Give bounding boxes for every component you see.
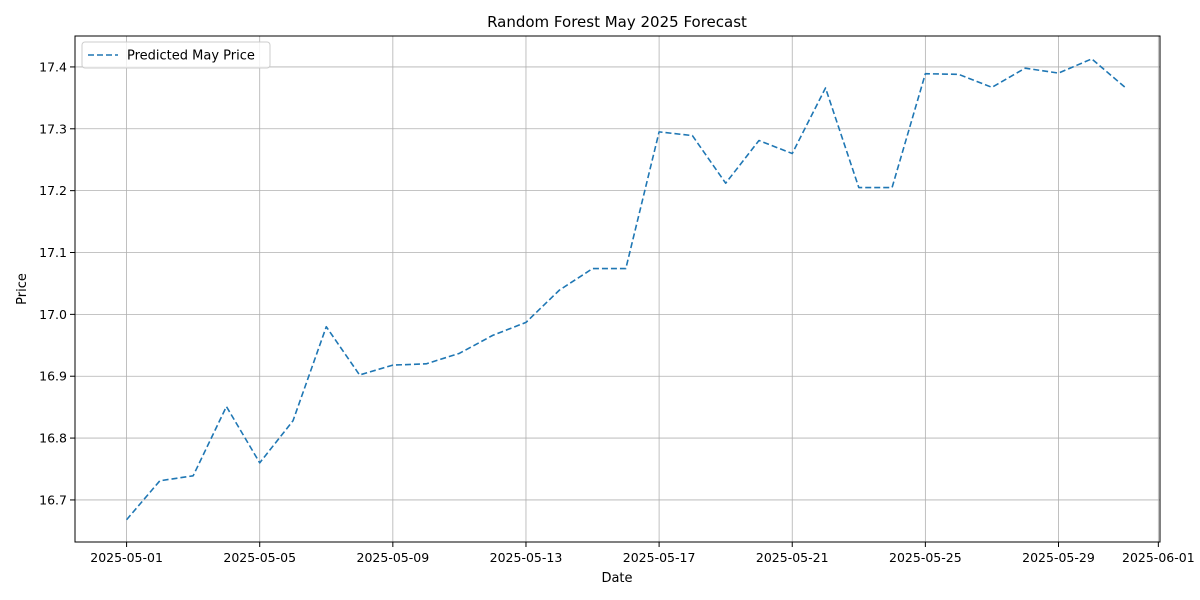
x-tick-label: 2025-05-01 [90,550,163,565]
y-axis-label: Price [15,273,30,305]
y-tick-label: 17.1 [39,245,67,260]
x-tick-label: 2025-06-01 [1122,550,1195,565]
y-axis: 16.7 16.8 16.9 17.0 17.1 17.2 17.3 17.4 [39,59,75,507]
y-tick-label: 16.8 [39,431,67,446]
y-tick-label: 16.7 [39,492,67,507]
plot-frame [74,35,1161,543]
y-tick-label: 16.9 [39,369,67,384]
x-axis: 2025-05-01 2025-05-05 2025-05-09 2025-05-13… [90,542,1195,565]
x-tick-label: 2025-05-05 [223,550,296,565]
y-tick-label: 17.2 [39,183,67,198]
legend: Predicted May Price [81,41,271,69]
chart-title: Random Forest May 2025 Forecast [487,13,747,31]
x-tick-label: 2025-05-29 [1022,550,1095,565]
x-tick-label: 2025-05-21 [756,550,829,565]
series-layer [125,58,1126,521]
y-tick-label: 17.4 [39,59,67,74]
x-axis-label: Date [601,571,632,586]
grid [75,36,1160,542]
y-tick-label: 17.0 [39,307,67,322]
x-tick-label: 2025-05-13 [490,550,563,565]
x-tick-label: 2025-05-17 [623,550,696,565]
legend-entry: Predicted May Price [127,49,255,64]
x-tick-label: 2025-05-25 [889,550,962,565]
series-line-0 [125,58,1126,521]
legend-box [81,41,271,69]
y-tick-label: 17.3 [39,121,67,136]
x-tick-label: 2025-05-09 [357,550,430,565]
